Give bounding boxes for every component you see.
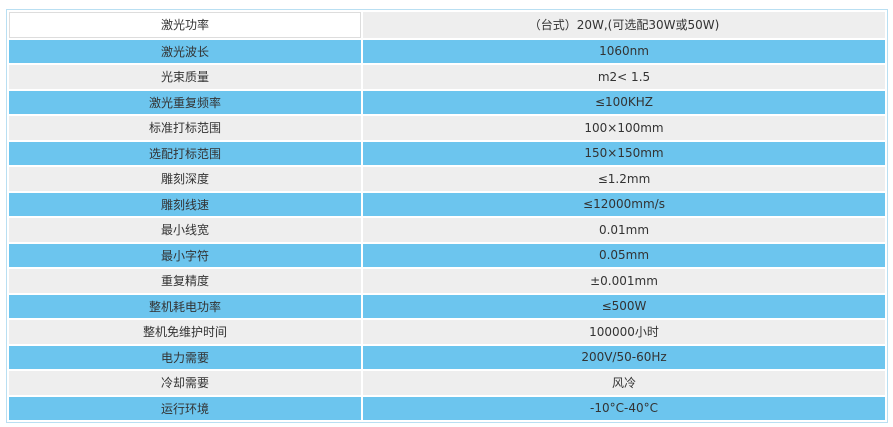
spec-label: 选配打标范围 xyxy=(9,141,361,165)
spec-value: （台式）20W,(可选配30W或50W) xyxy=(363,12,885,38)
spec-label: 运行环境 xyxy=(9,396,361,420)
spec-label: 激光波长 xyxy=(9,39,361,63)
spec-label: 标准打标范围 xyxy=(9,116,361,140)
spec-label: 雕刻深度 xyxy=(9,167,361,191)
spec-row: 电力需要 200V/50-60Hz xyxy=(9,345,885,369)
spec-row: 整机免维护时间 100000小时 xyxy=(9,320,885,344)
spec-table-frame: 激光功率 （台式）20W,(可选配30W或50W) 激光波长 1060nm 光束质量 m2… xyxy=(6,9,888,423)
spec-row: 最小字符 0.05mm xyxy=(9,243,885,267)
spec-row: 雕刻深度 ≤1.2mm xyxy=(9,167,885,191)
spec-value: ≤1.2mm xyxy=(363,167,885,191)
spec-row: 激光波长 1060nm xyxy=(9,39,885,63)
spec-value: 100×100mm xyxy=(363,116,885,140)
spec-row: 最小线宽 0.01mm xyxy=(9,218,885,242)
spec-value: 100000小时 xyxy=(363,320,885,344)
spec-label: 雕刻线速 xyxy=(9,192,361,216)
spec-table: 激光功率 （台式）20W,(可选配30W或50W) 激光波长 1060nm 光束质量 m2… xyxy=(7,10,887,422)
spec-row: 重复精度 ±0.001mm xyxy=(9,269,885,293)
spec-row: 冷却需要 风冷 xyxy=(9,371,885,395)
spec-value: m2< 1.5 xyxy=(363,65,885,89)
spec-row: 激光功率 （台式）20W,(可选配30W或50W) xyxy=(9,12,885,38)
spec-label: 电力需要 xyxy=(9,345,361,369)
spec-label: 整机耗电功率 xyxy=(9,294,361,318)
spec-label: 光束质量 xyxy=(9,65,361,89)
spec-label: 激光重复频率 xyxy=(9,90,361,114)
spec-label: 最小字符 xyxy=(9,243,361,267)
spec-row: 整机耗电功率 ≤500W xyxy=(9,294,885,318)
spec-label: 重复精度 xyxy=(9,269,361,293)
spec-row: 雕刻线速 ≤12000mm/s xyxy=(9,192,885,216)
table-body: 激光功率 （台式）20W,(可选配30W或50W) 激光波长 1060nm 光束质量 m2… xyxy=(9,12,885,420)
spec-value: 1060nm xyxy=(363,39,885,63)
spec-value: 150×150mm xyxy=(363,141,885,165)
spec-value: 200V/50-60Hz xyxy=(363,345,885,369)
spec-row: 标准打标范围 100×100mm xyxy=(9,116,885,140)
spec-value: 0.05mm xyxy=(363,243,885,267)
spec-value: ≤12000mm/s xyxy=(363,192,885,216)
spec-label: 冷却需要 xyxy=(9,371,361,395)
spec-value: -10°C-40°C xyxy=(363,396,885,420)
spec-value: 0.01mm xyxy=(363,218,885,242)
spec-value: ±0.001mm xyxy=(363,269,885,293)
spec-label: 激光功率 xyxy=(9,12,361,38)
spec-value: ≤100KHZ xyxy=(363,90,885,114)
spec-label: 最小线宽 xyxy=(9,218,361,242)
spec-row: 光束质量 m2< 1.5 xyxy=(9,65,885,89)
spec-value: 风冷 xyxy=(363,371,885,395)
spec-value: ≤500W xyxy=(363,294,885,318)
spec-row: 激光重复频率 ≤100KHZ xyxy=(9,90,885,114)
spec-row: 运行环境 -10°C-40°C xyxy=(9,396,885,420)
spec-row: 选配打标范围 150×150mm xyxy=(9,141,885,165)
spec-label: 整机免维护时间 xyxy=(9,320,361,344)
